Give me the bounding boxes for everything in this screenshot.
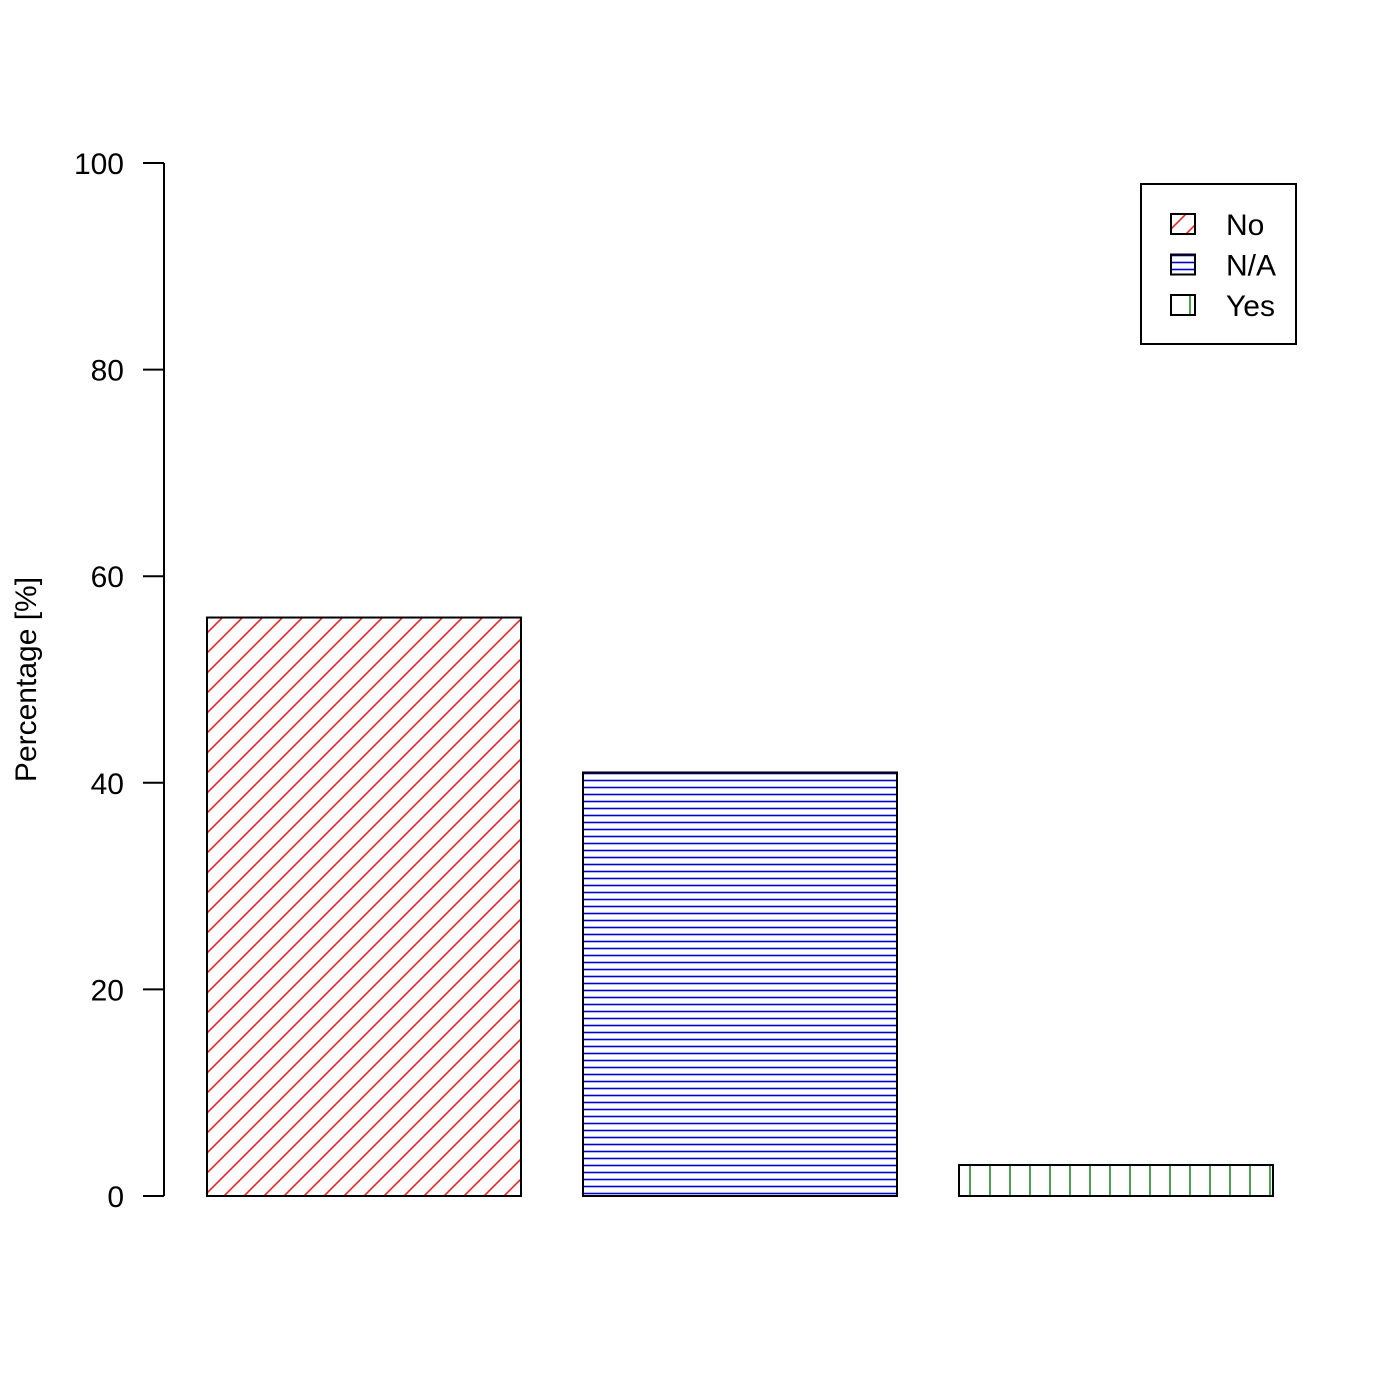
y-axis: 0 20 40 60 80 100: [74, 148, 165, 1214]
legend-swatch: [1170, 213, 1196, 235]
y-tick-label: 0: [107, 1181, 124, 1214]
bar-yes: [958, 1164, 1274, 1198]
y-tick-label: 80: [91, 355, 124, 388]
bar-n-a: [582, 771, 898, 1197]
legend-box: [1140, 183, 1297, 345]
legend-label: No: [1226, 209, 1264, 242]
bar-no: [206, 616, 522, 1197]
y-tick-label: 40: [91, 768, 124, 801]
legend-label: N/A: [1226, 250, 1276, 283]
y-tick-label: 20: [91, 974, 124, 1007]
bars: [206, 616, 1274, 1198]
legend-items: No N/A Yes: [1170, 209, 1276, 323]
legend-swatch: [1170, 253, 1196, 276]
y-ticks: 0 20 40 60 80 100: [74, 148, 164, 1214]
legend-swatch: [1170, 294, 1196, 316]
y-tick-label: 60: [91, 561, 124, 594]
legend-label: Yes: [1226, 290, 1275, 323]
y-axis-title: Percentage [%]: [10, 577, 43, 782]
y-tick-label: 100: [74, 148, 124, 181]
legend: No N/A Yes: [1140, 183, 1297, 345]
